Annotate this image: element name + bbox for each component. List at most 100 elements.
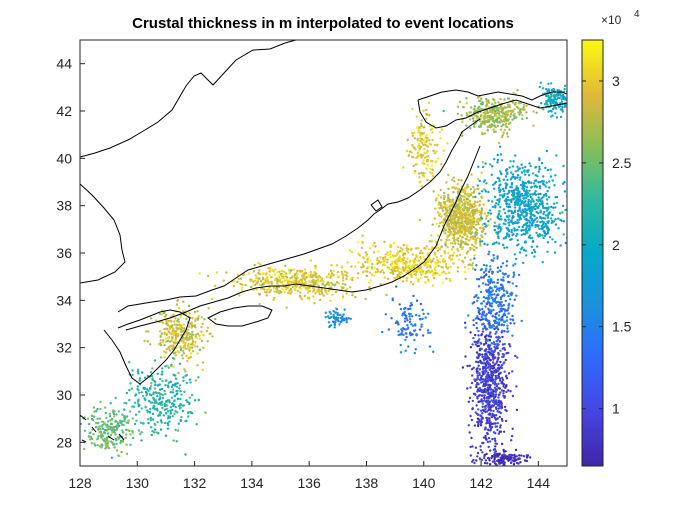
event-point xyxy=(190,324,192,326)
event-point xyxy=(150,385,152,387)
event-point xyxy=(92,419,94,421)
event-point xyxy=(554,174,556,176)
event-point xyxy=(448,256,450,258)
event-point xyxy=(159,411,161,413)
event-point xyxy=(509,293,511,295)
event-point xyxy=(476,278,478,280)
event-point xyxy=(490,350,492,352)
event-point xyxy=(535,166,537,168)
event-point xyxy=(463,216,465,218)
event-point xyxy=(274,279,276,281)
event-point xyxy=(156,395,158,397)
event-point xyxy=(524,459,526,461)
event-point xyxy=(479,387,481,389)
event-point xyxy=(512,459,514,461)
event-point xyxy=(504,343,506,345)
event-point xyxy=(330,312,332,314)
event-point xyxy=(524,211,526,213)
event-point xyxy=(413,339,415,341)
event-point xyxy=(505,352,507,354)
event-point xyxy=(393,265,395,267)
event-point xyxy=(487,224,489,226)
event-point xyxy=(445,263,447,265)
event-point xyxy=(510,190,512,192)
event-point xyxy=(165,400,167,402)
event-point xyxy=(310,259,312,261)
event-point xyxy=(405,328,407,330)
event-point xyxy=(517,111,519,113)
event-point xyxy=(373,242,375,244)
event-point xyxy=(422,256,424,258)
event-point xyxy=(523,455,525,457)
event-point xyxy=(500,412,502,414)
event-point xyxy=(457,270,459,272)
event-point xyxy=(483,275,485,277)
event-point xyxy=(427,271,429,273)
event-point xyxy=(337,275,339,277)
event-point xyxy=(535,112,537,114)
event-point xyxy=(497,422,499,424)
event-point xyxy=(312,295,314,297)
event-point xyxy=(538,228,540,230)
event-point xyxy=(472,407,474,409)
event-point xyxy=(480,423,482,425)
event-point xyxy=(505,175,507,177)
event-point xyxy=(333,310,335,312)
event-point xyxy=(182,350,184,352)
event-point xyxy=(371,266,373,268)
event-point xyxy=(102,421,104,423)
event-point xyxy=(473,257,475,259)
event-point xyxy=(179,384,181,386)
event-point xyxy=(349,286,351,288)
event-point xyxy=(482,166,484,168)
event-point xyxy=(468,424,470,426)
event-point xyxy=(559,97,561,99)
event-point xyxy=(512,101,514,103)
event-point xyxy=(546,225,548,227)
event-point xyxy=(516,409,518,411)
event-point xyxy=(561,211,563,213)
event-point xyxy=(420,266,422,268)
event-point xyxy=(477,166,479,168)
event-point xyxy=(152,418,154,420)
event-point xyxy=(495,296,497,298)
event-point xyxy=(439,248,441,250)
event-point xyxy=(254,264,256,266)
event-point xyxy=(476,378,478,380)
event-point xyxy=(288,292,290,294)
event-point xyxy=(194,320,196,322)
event-point xyxy=(194,399,196,401)
event-point xyxy=(368,286,370,288)
event-point xyxy=(72,435,74,437)
event-point xyxy=(244,284,246,286)
event-point xyxy=(478,365,480,367)
event-point xyxy=(402,280,404,282)
event-point xyxy=(514,355,516,357)
event-point xyxy=(552,207,554,209)
event-point xyxy=(499,194,501,196)
event-point xyxy=(475,115,477,117)
event-point xyxy=(501,443,503,445)
event-point xyxy=(513,322,515,324)
event-point xyxy=(505,182,507,184)
event-point xyxy=(163,350,165,352)
event-point xyxy=(466,234,468,236)
event-point xyxy=(248,272,250,274)
event-point xyxy=(476,237,478,239)
event-point xyxy=(556,116,558,118)
event-point xyxy=(295,286,297,288)
event-point xyxy=(516,106,518,108)
event-point xyxy=(470,188,472,190)
event-point xyxy=(495,453,497,455)
event-point xyxy=(202,334,204,336)
event-point xyxy=(579,94,581,96)
event-point xyxy=(493,293,495,295)
event-point xyxy=(514,253,516,255)
event-point xyxy=(357,261,359,263)
event-point xyxy=(483,271,485,273)
event-point xyxy=(523,216,525,218)
event-point xyxy=(435,263,437,265)
event-point xyxy=(484,233,486,235)
event-point xyxy=(373,251,375,253)
event-point xyxy=(428,248,430,250)
